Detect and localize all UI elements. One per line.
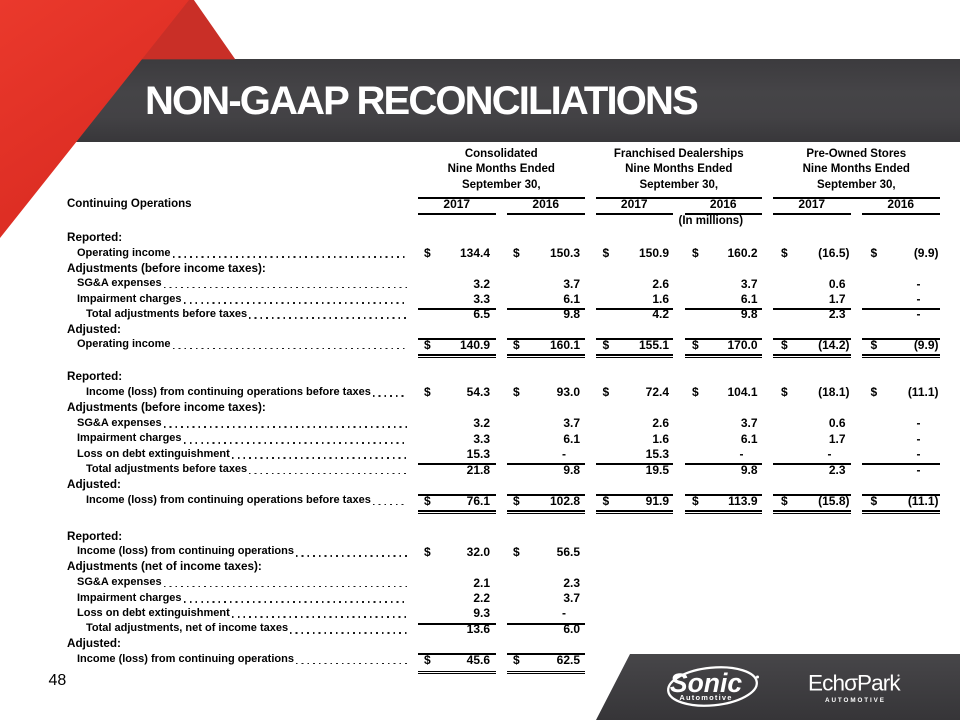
svg-text:EchσPark: EchσPark <box>808 671 901 696</box>
svg-text:AUTOMOTIVE: AUTOMOTIVE <box>825 697 886 704</box>
svg-text:Automotive: Automotive <box>679 693 732 702</box>
svg-text:Sonic: Sonic <box>670 668 742 698</box>
